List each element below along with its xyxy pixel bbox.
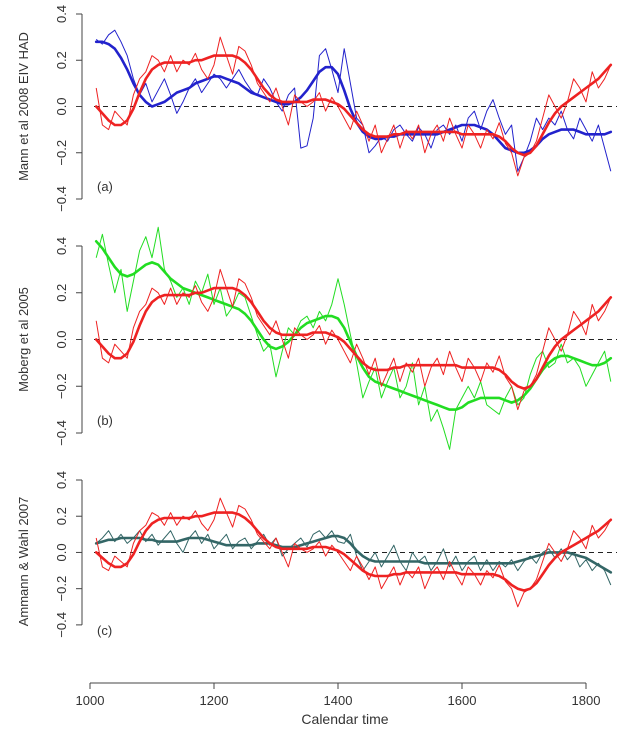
x-tick-label: 1400 bbox=[324, 693, 353, 708]
y-axis-title: Mann et al 2008 EIV HAD bbox=[16, 32, 31, 181]
y-tick-label: 0.0 bbox=[54, 543, 69, 561]
series-raw-line bbox=[95, 36, 612, 177]
y-tick-label: 0.2 bbox=[54, 507, 69, 525]
series-smooth-line bbox=[94, 54, 613, 157]
series-smooth-line bbox=[94, 534, 613, 574]
x-tick-label: 1000 bbox=[76, 693, 105, 708]
x-axis: Calendar time 1000 1200 1400 1600 1800 bbox=[76, 682, 601, 727]
series-smooth-line bbox=[94, 511, 613, 592]
x-tick-label: 1200 bbox=[200, 693, 229, 708]
panel-1: −0.4 −0.2 0.0 0.2 0.4 Mann et al 2008 EIV HAD… bbox=[16, 5, 617, 212]
y-tick-label: −0.2 bbox=[54, 140, 69, 166]
y-tick-label: 0.2 bbox=[54, 51, 69, 69]
panel-label: (a) bbox=[97, 179, 113, 194]
y-tick-label: −0.4 bbox=[54, 186, 69, 212]
y-tick-label: −0.4 bbox=[54, 420, 69, 446]
series-smooth-line bbox=[94, 286, 613, 390]
series-raw-line bbox=[95, 226, 612, 450]
series-raw-line bbox=[95, 268, 612, 411]
x-axis-title: Calendar time bbox=[301, 711, 388, 727]
y-tick-label: 0.4 bbox=[54, 5, 69, 23]
y-tick-label: −0.2 bbox=[54, 373, 69, 399]
series-raw-line bbox=[95, 497, 612, 608]
x-tick-label: 1800 bbox=[572, 693, 601, 708]
panel-label: (b) bbox=[97, 413, 113, 428]
panels-layer: −0.4 −0.2 0.0 0.2 0.4 Mann et al 2008 EIV HAD… bbox=[16, 5, 617, 638]
panel-3: −0.4 −0.2 0.0 0.2 0.4 Ammann & Wahl 2007 (c) bbox=[16, 471, 617, 638]
panel-2: −0.4 −0.2 0.0 0.2 0.4 Moberg et al 2005 (b) bbox=[16, 226, 617, 450]
y-tick-label: 0.4 bbox=[54, 471, 69, 489]
y-tick-label: 0.0 bbox=[54, 97, 69, 115]
y-tick-label: 0.2 bbox=[54, 284, 69, 302]
y-tick-label: −0.2 bbox=[54, 576, 69, 602]
y-tick-label: 0.0 bbox=[54, 330, 69, 348]
y-tick-label: 0.4 bbox=[54, 237, 69, 255]
series-smooth-line bbox=[94, 240, 613, 411]
panel-label: (c) bbox=[97, 623, 112, 638]
y-tick-label: −0.4 bbox=[54, 612, 69, 638]
x-tick-label: 1600 bbox=[448, 693, 477, 708]
series-smooth-line bbox=[94, 40, 613, 155]
y-axis-title: Ammann & Wahl 2007 bbox=[16, 497, 31, 627]
y-axis-title: Moberg et al 2005 bbox=[16, 287, 31, 392]
